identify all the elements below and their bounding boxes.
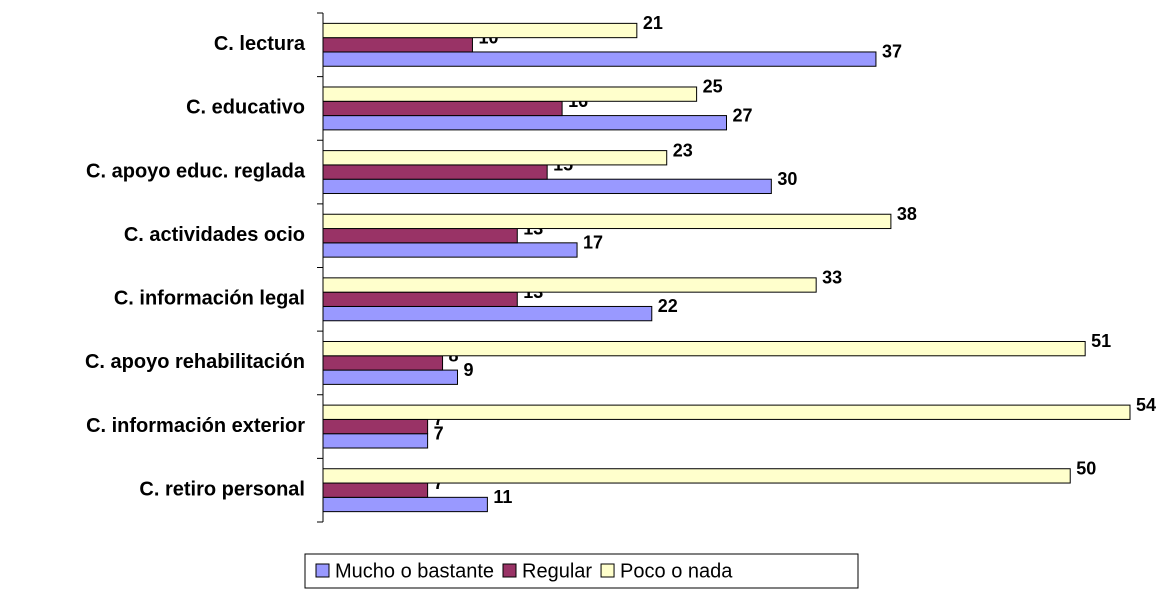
- legend-swatch: [600, 563, 615, 578]
- data-label: 30: [777, 169, 797, 189]
- bar: [322, 291, 518, 307]
- legend-swatch: [315, 563, 330, 578]
- data-label: 11: [493, 487, 512, 507]
- bar: [322, 433, 429, 449]
- bar: [322, 115, 727, 131]
- data-label: 25: [703, 77, 723, 97]
- bar: [322, 178, 772, 195]
- legend-label: Mucho o bastante: [335, 560, 494, 582]
- bar: [322, 305, 653, 322]
- bar: [322, 51, 877, 67]
- legend-box: [304, 553, 859, 589]
- data-label: 54: [1136, 395, 1156, 415]
- data-label: 38: [897, 204, 917, 224]
- data-label: 21: [643, 13, 663, 33]
- data-label: 9: [464, 360, 474, 380]
- bar: [322, 86, 698, 102]
- y-tick-label: C. retiro personal: [139, 478, 305, 500]
- bar: [322, 496, 488, 513]
- bar: [322, 164, 548, 180]
- data-label: 27: [733, 105, 753, 125]
- data-label: 50: [1076, 458, 1096, 478]
- data-label: 17: [583, 233, 603, 253]
- bar: [322, 369, 458, 385]
- data-label: 37: [882, 42, 902, 62]
- bar: [322, 418, 429, 435]
- bar: [322, 213, 892, 230]
- bar: [322, 468, 1071, 484]
- data-label: 33: [822, 268, 842, 288]
- data-label: 7: [434, 423, 444, 443]
- legend-label: Regular: [522, 560, 592, 582]
- bar: [322, 482, 429, 498]
- bar: [322, 242, 578, 258]
- data-label: 22: [658, 296, 678, 316]
- legend-label: Poco o nada: [620, 560, 733, 582]
- bar: [322, 37, 473, 53]
- y-tick-label: C. información exterior: [86, 415, 305, 437]
- legend-swatch: [502, 563, 517, 578]
- y-tick-label: C. apoyo rehabilitación: [85, 351, 305, 373]
- data-label: 23: [673, 140, 693, 160]
- data-label: 51: [1091, 331, 1111, 351]
- bar: [322, 228, 518, 244]
- y-tick-label: C. actividades ocio: [124, 224, 305, 246]
- y-tick-label: C. apoyo educ. reglada: [86, 160, 306, 182]
- bar: [322, 100, 563, 117]
- bar: [322, 277, 817, 293]
- y-tick-label: C. información legal: [114, 288, 305, 310]
- bar: [322, 22, 638, 39]
- bar: [322, 355, 444, 371]
- bar: [322, 150, 668, 166]
- bar: [322, 404, 1131, 420]
- y-tick-label: C. lectura: [214, 33, 306, 55]
- y-tick-label: C. educativo: [186, 97, 305, 119]
- bar: [322, 340, 1086, 357]
